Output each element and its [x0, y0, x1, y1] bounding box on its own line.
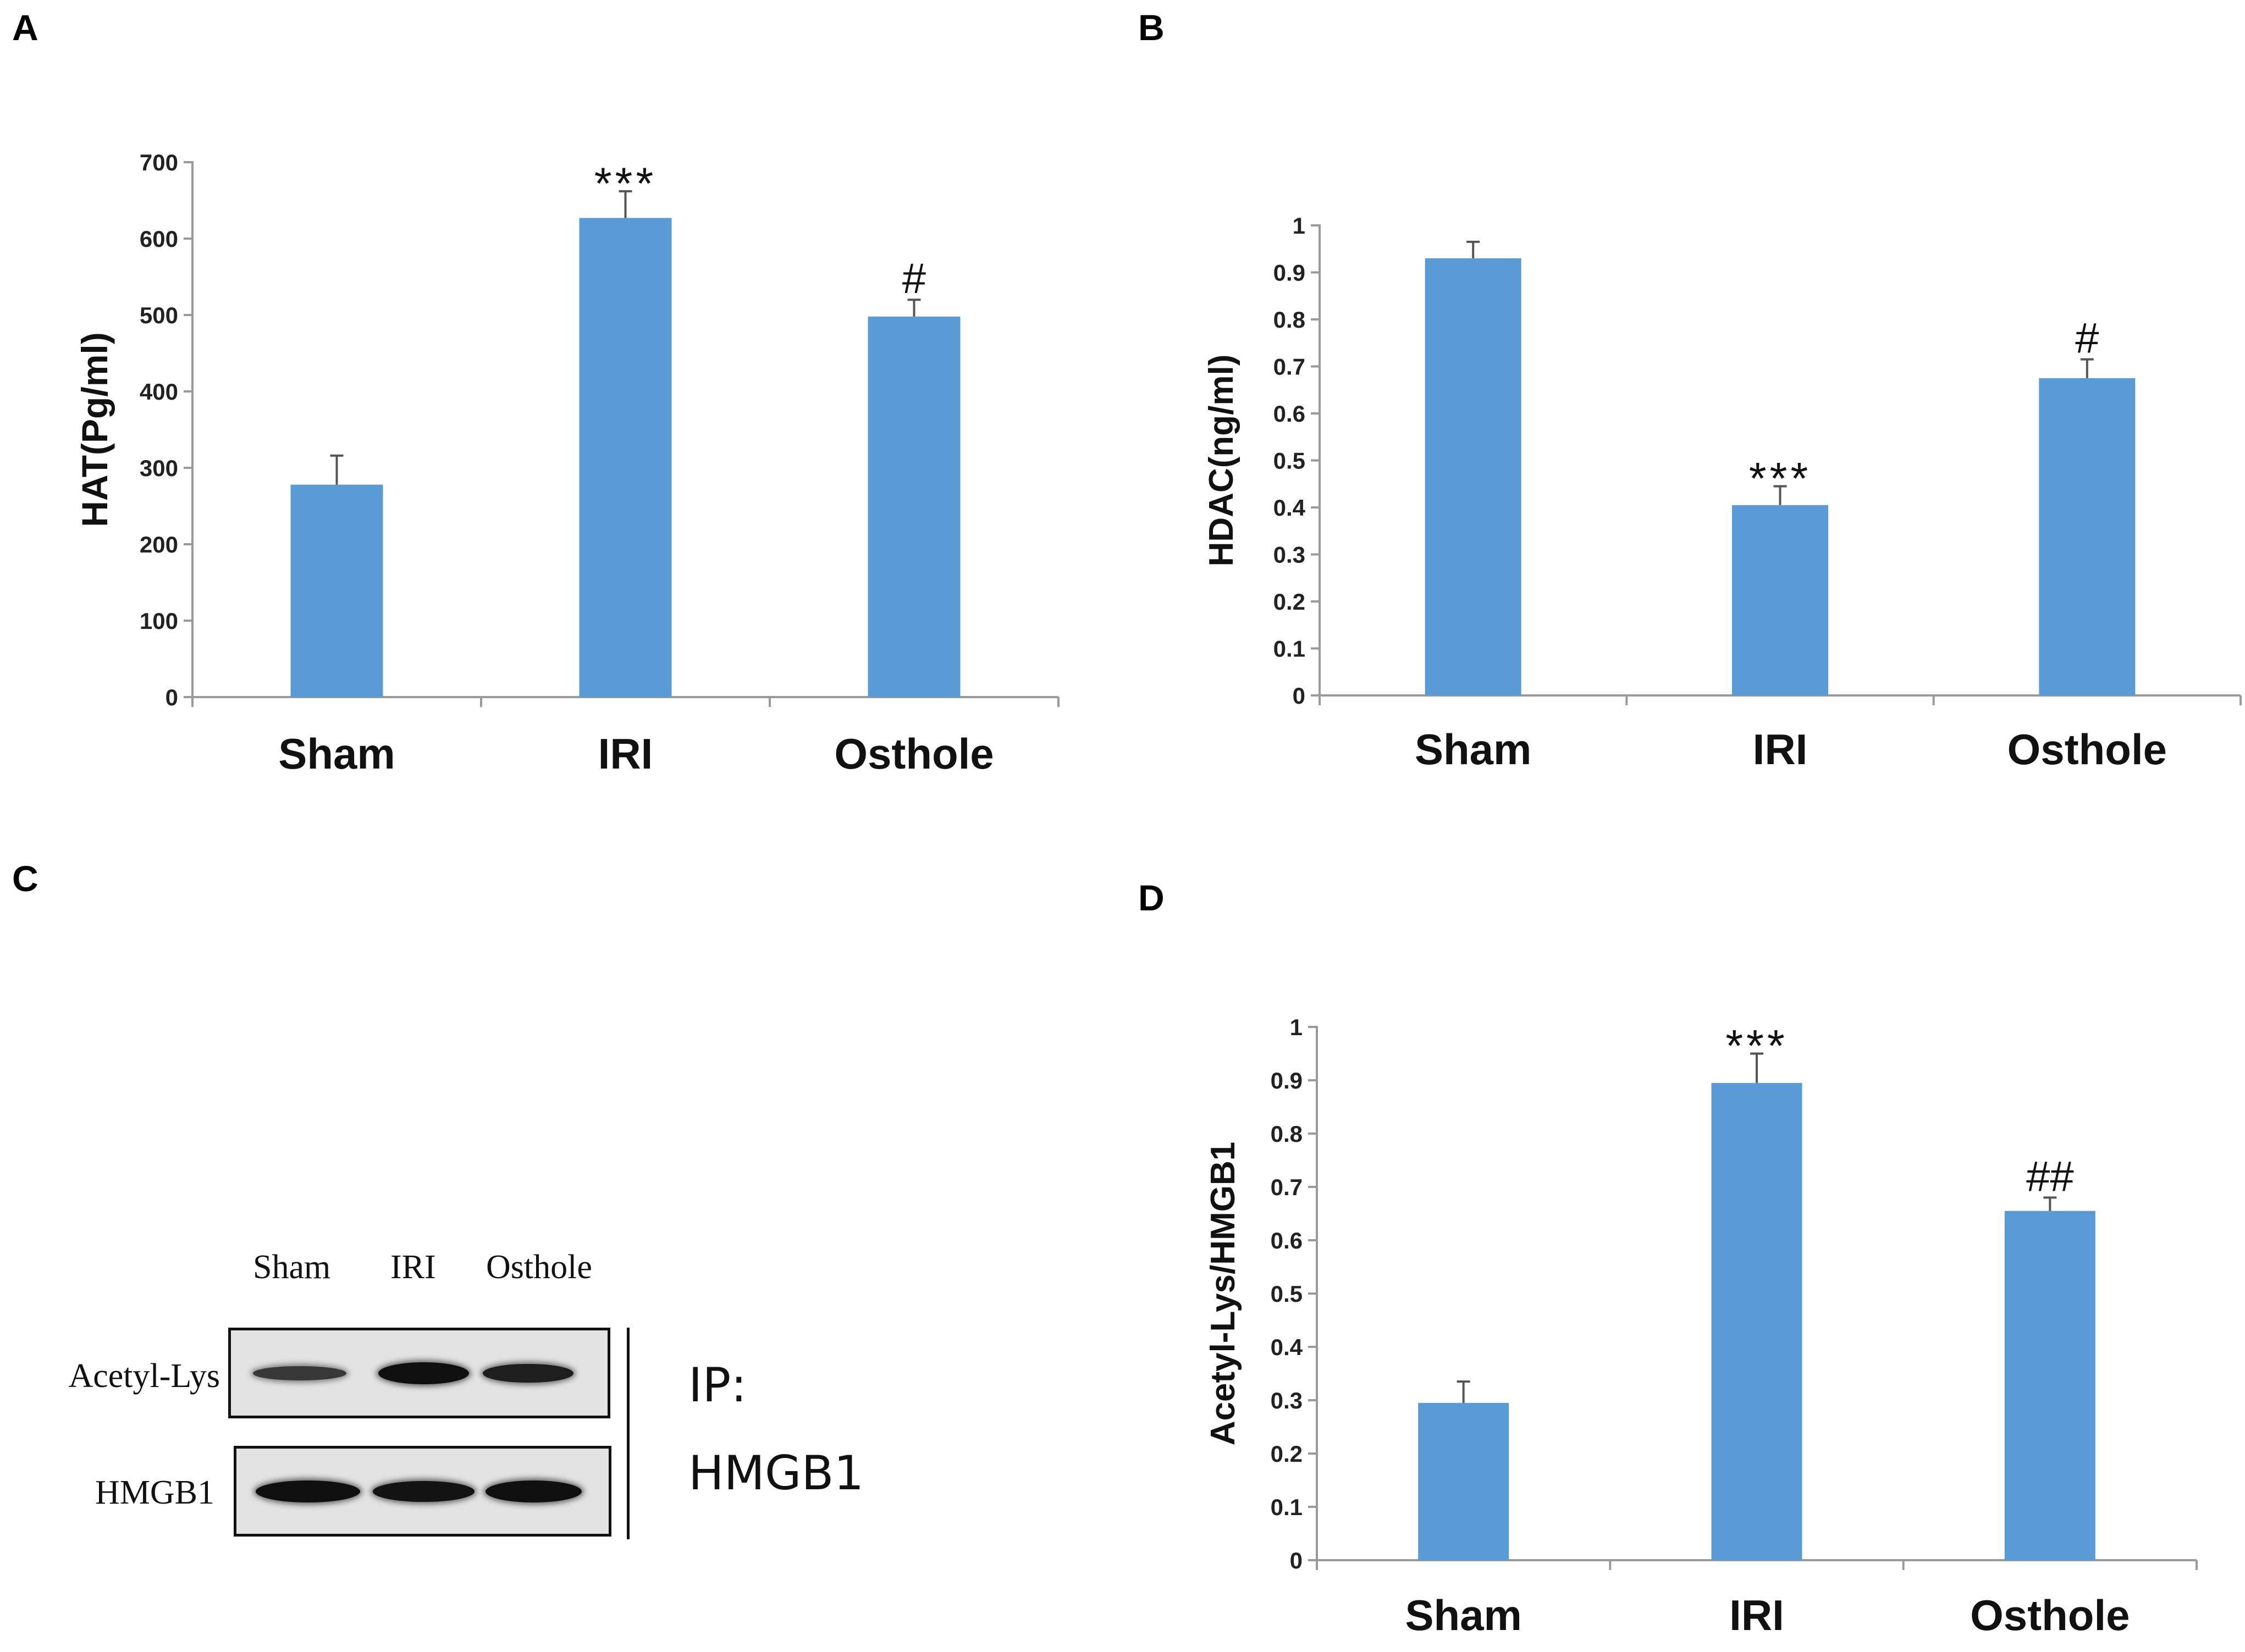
chart-d-category-label: Sham [1405, 1591, 1521, 1639]
blot-band-hmgb1-iri [372, 1480, 475, 1502]
chart-d-y-axis-label: Acetyl-Lys/HMGB1 [1204, 1142, 1242, 1445]
chart-b-y-axis-label: HDAC(ng/ml) [1203, 355, 1240, 567]
chart-d-y-tick-label: 0.6 [1271, 1228, 1303, 1253]
chart-b-category-label: Osthole [2007, 725, 2167, 773]
chart-a-y-tick-label: 500 [140, 302, 178, 328]
chart-a-significance-label: # [902, 254, 926, 302]
chart-d-bar-sham [1418, 1402, 1509, 1560]
lane-label-osthole: Osthole [486, 1248, 592, 1286]
blot-band-hmgb1-sham [256, 1480, 360, 1502]
chart-b-y-tick-label: 1 [1293, 213, 1305, 239]
chart-b-y-tick-label: 0 [1293, 683, 1305, 709]
chart-d-bar-osthole [2004, 1211, 2095, 1560]
blot-band-acetyl-lys-iri [378, 1362, 469, 1384]
chart-a-bar-iri [579, 218, 672, 698]
chart-d-category-label: IRI [1729, 1591, 1784, 1639]
lane-label-sham: Sham [253, 1248, 331, 1286]
chart-b-y-tick-label: 0.4 [1273, 495, 1306, 521]
chart-d-y-tick-label: 0.7 [1271, 1174, 1303, 1200]
chart-b-bar-iri [1732, 505, 1828, 695]
chart-d-y-tick-label: 0.8 [1271, 1121, 1303, 1147]
chart-a-category-label: Osthole [834, 730, 994, 778]
chart-d-significance-label: ## [2026, 1152, 2074, 1200]
chart-a-y-tick-label: 200 [140, 532, 178, 557]
chart-b-bar-osthole [2039, 378, 2136, 695]
chart-b-y-tick-label: 0.6 [1273, 401, 1305, 427]
chart-a-y-tick-label: 100 [140, 608, 178, 634]
ip-label-prefix: IP: [688, 1358, 747, 1413]
chart-d-y-tick-label: 0.1 [1271, 1494, 1303, 1520]
chart-a-bar-osthole [868, 316, 961, 697]
chart-a-category-label: Sham [278, 730, 395, 778]
chart-d-y-tick-label: 1 [1290, 1014, 1303, 1040]
ip-label-target: HMGB1 [688, 1446, 864, 1501]
chart-b-y-tick-label: 0.1 [1273, 636, 1305, 662]
chart-d-y-tick-label: 0 [1290, 1548, 1303, 1573]
chart-b-y-tick-label: 0.9 [1273, 260, 1305, 286]
chart-d-category-label: Osthole [1970, 1591, 2130, 1639]
chart-a-category-label: IRI [598, 730, 653, 778]
chart-b-significance-label: *** [1749, 454, 1812, 504]
chart-b-y-tick-label: 0.2 [1273, 589, 1305, 615]
chart-d-y-tick-label: 0.4 [1271, 1334, 1303, 1360]
chart-b-category-label: IRI [1753, 725, 1808, 773]
chart-d-y-tick-label: 0.3 [1271, 1388, 1303, 1413]
chart-a-y-axis-label: HAT(Pg/ml) [74, 332, 115, 527]
chart-a-y-tick-label: 300 [140, 455, 178, 481]
row-label-hmgb1: HMGB1 [95, 1474, 214, 1511]
chart-b-category-label: Sham [1415, 725, 1531, 773]
chart-b-y-tick-label: 0.8 [1273, 307, 1305, 333]
panel-letter-a: A [12, 7, 38, 48]
blot-strip-hmgb1 [234, 1446, 611, 1537]
chart-d-y-tick-label: 0.2 [1271, 1441, 1303, 1467]
chart-b-bar-sham [1425, 258, 1521, 696]
chart-b-significance-label: # [2075, 314, 2099, 362]
chart-b-y-tick-label: 0.3 [1273, 542, 1305, 568]
panel-letter-b: B [1138, 7, 1165, 48]
chart-a-bar-sham [290, 484, 383, 697]
panel-letter-c: C [12, 858, 38, 899]
blot-strip-acetyl-lys [228, 1328, 610, 1418]
chart-a-y-tick-label: 700 [140, 150, 178, 175]
blot-band-acetyl-lys-sham [253, 1366, 346, 1380]
chart-d-bar-iri [1711, 1082, 1802, 1560]
panel-letter-d: D [1138, 877, 1165, 918]
chart-d-y-tick-label: 0.5 [1271, 1281, 1303, 1307]
chart-a-y-tick-label: 0 [166, 684, 178, 710]
blot-band-hmgb1-osthole [485, 1480, 582, 1502]
chart-b-y-tick-label: 0.5 [1273, 448, 1305, 474]
chart-d-y-tick-label: 0.9 [1271, 1068, 1303, 1093]
chart-b-y-tick-label: 0.7 [1273, 354, 1305, 380]
blot-band-acetyl-lys-osthole [482, 1363, 573, 1383]
chart-a-y-tick-label: 600 [140, 226, 178, 252]
row-label-acetyl-lys: Acetyl-Lys [68, 1357, 220, 1395]
lane-label-iri: IRI [390, 1248, 436, 1286]
chart-a-significance-label: *** [594, 159, 657, 209]
chart-d-significance-label: *** [1725, 1021, 1788, 1071]
chart-a-y-tick-label: 400 [140, 379, 178, 405]
ip-bracket-line [627, 1328, 630, 1539]
